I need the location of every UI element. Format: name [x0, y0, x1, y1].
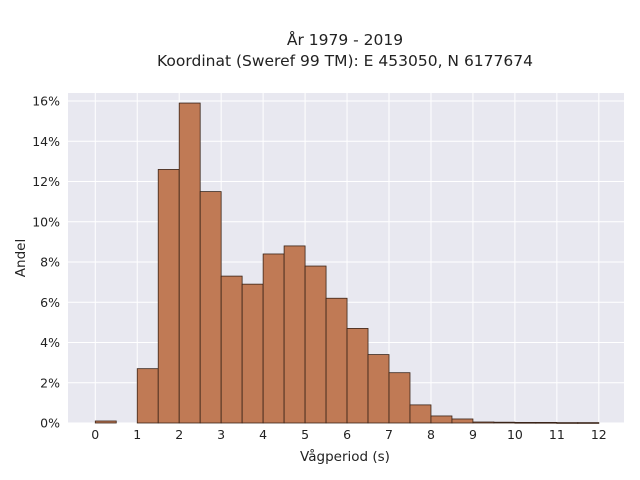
- histogram-bar: [178, 102, 201, 424]
- x-tick-label: 11: [549, 427, 565, 442]
- histogram-bar: [535, 421, 558, 424]
- histogram-bar: [472, 421, 495, 424]
- y-axis-label: Andel: [13, 239, 29, 277]
- y-tick-label: 12%: [32, 174, 60, 189]
- x-tick-label: 8: [427, 427, 435, 442]
- x-tick-label: 9: [469, 427, 477, 442]
- y-tick-label: 0%: [40, 416, 60, 431]
- histogram-bar: [346, 328, 369, 424]
- histogram-bar: [262, 253, 285, 424]
- histogram-bar: [157, 169, 180, 424]
- histogram-bar: [514, 421, 537, 424]
- bars-layer: [94, 102, 600, 424]
- x-tick-label: 3: [217, 427, 225, 442]
- x-tick-label: 4: [259, 427, 267, 442]
- histogram-bar: [409, 404, 432, 424]
- histogram-bar: [304, 265, 327, 424]
- x-tick-labels: 0 1 2 3 4 5 6 7 8 9 10 11 12: [91, 427, 606, 442]
- x-tick-label: 1: [133, 427, 141, 442]
- histogram-bar: [451, 418, 474, 424]
- y-tick-label: 2%: [40, 375, 60, 390]
- histogram-bar: [94, 420, 117, 424]
- chart-title-line1: År 1979 - 2019: [287, 30, 403, 49]
- x-tick-label: 0: [91, 427, 99, 442]
- x-tick-label: 7: [385, 427, 393, 442]
- histogram-bar: [388, 372, 411, 424]
- histogram-bar: [283, 245, 306, 424]
- histogram-bar: [241, 283, 264, 424]
- histogram-bar: [367, 354, 390, 424]
- x-tick-label: 12: [591, 427, 607, 442]
- y-tick-label: 4%: [40, 335, 60, 350]
- histogram-bar: [325, 297, 348, 424]
- x-tick-label: 6: [343, 427, 351, 442]
- y-tick-label: 8%: [40, 255, 60, 270]
- histogram-bar: [577, 422, 600, 424]
- y-tick-label: 16%: [32, 94, 60, 109]
- chart-title-line2: Koordinat (Sweref 99 TM): E 453050, N 61…: [157, 52, 533, 70]
- histogram-bar: [430, 415, 453, 424]
- y-tick-labels: 0% 2% 4% 6% 8% 10% 12% 14% 16%: [32, 94, 60, 431]
- y-tick-label: 14%: [32, 134, 60, 149]
- histogram-bar: [220, 275, 243, 424]
- y-tick-label: 10%: [32, 214, 60, 229]
- x-tick-label: 5: [301, 427, 309, 442]
- histogram-bar: [136, 368, 159, 424]
- histogram-bar: [199, 191, 222, 424]
- histogram-bar: [493, 421, 516, 424]
- histogram-bar: [556, 422, 579, 424]
- x-tick-label: 2: [175, 427, 183, 442]
- x-tick-label: 10: [507, 427, 523, 442]
- y-tick-label: 6%: [40, 295, 60, 310]
- x-axis-label: Vågperiod (s): [300, 448, 390, 465]
